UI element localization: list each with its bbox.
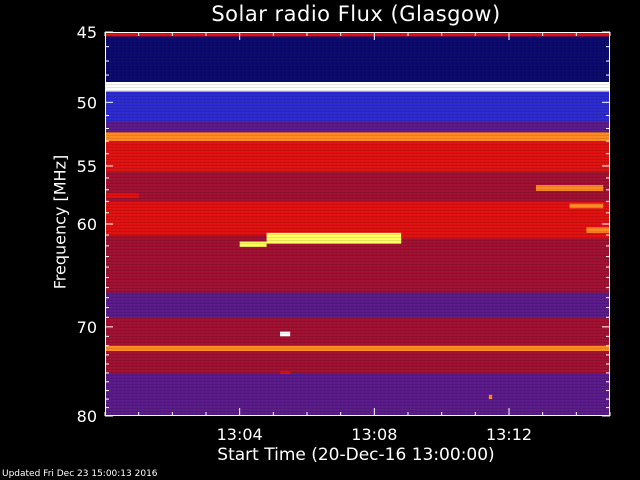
y-tick-label: 50 [77,93,97,112]
x-tick-label: 13:04 [217,425,263,444]
y-tick-label: 45 [77,23,97,42]
x-tick-label: 13:08 [351,425,397,444]
x-axis-label: Start Time (20-Dec-16 13:00:00) [217,445,495,465]
y-axis: 45 50 55 60 70 80 [77,23,610,426]
y-tick-label: 60 [77,215,97,234]
y-tick-label: 55 [77,157,97,176]
plot-texture [105,32,610,416]
y-tick-label: 70 [77,318,97,337]
y-tick-label: 80 [77,407,97,426]
chart-title: Solar radio Flux (Glasgow) [211,2,501,26]
x-tick-label: 13:12 [486,425,532,444]
updated-timestamp: Updated Fri Dec 23 15:00:13 2016 [2,469,158,479]
x-axis: 13:04 13:08 13:12 [104,32,611,444]
y-axis-label: Frequency [MHz] [50,154,70,290]
